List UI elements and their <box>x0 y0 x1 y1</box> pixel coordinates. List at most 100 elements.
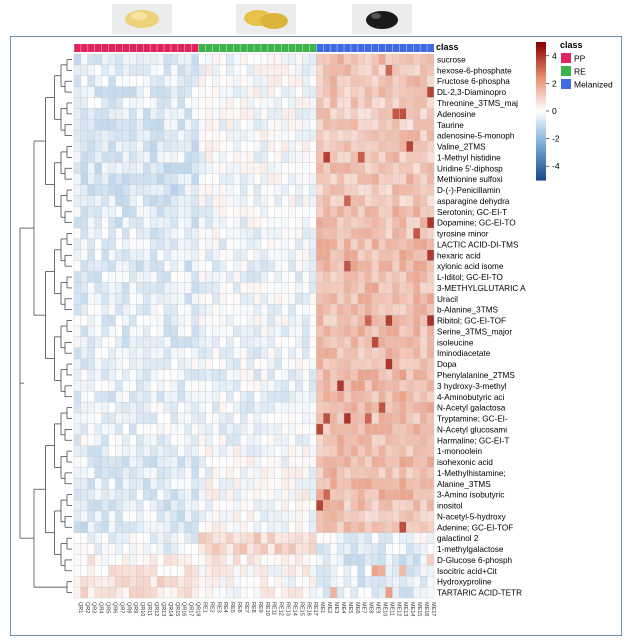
heatmap-cell <box>212 227 220 240</box>
heatmap-cell <box>122 293 130 305</box>
heatmap-cell <box>87 576 95 588</box>
heatmap-cell <box>87 412 95 425</box>
heatmap-cell <box>357 586 365 599</box>
heatmap-cell <box>413 369 421 381</box>
heatmap-cell <box>426 532 435 544</box>
heatmap-cell <box>253 282 262 294</box>
heatmap-cell <box>226 423 234 435</box>
heatmap-cell <box>149 554 158 566</box>
heatmap-cell <box>406 260 414 272</box>
heatmap-cell <box>288 260 296 272</box>
heatmap-cell <box>406 423 414 435</box>
heatmap-cell <box>295 336 303 348</box>
heatmap-cell <box>343 108 352 120</box>
heatmap-cell <box>233 510 241 523</box>
heatmap-cell <box>129 554 137 566</box>
heatmap-cell <box>260 86 269 98</box>
heatmap-cell <box>163 489 172 501</box>
heatmap-cell <box>177 151 185 163</box>
heatmap-cell <box>239 64 248 76</box>
heatmap-cell <box>378 445 386 457</box>
heatmap-cell <box>177 510 185 523</box>
heatmap-cell <box>406 521 414 533</box>
heatmap-cell <box>80 162 89 174</box>
heatmap-cell <box>156 173 165 185</box>
heatmap-cell <box>108 119 116 131</box>
heatmap-cell <box>253 467 262 479</box>
heatmap-cell <box>94 260 102 272</box>
heatmap-cell <box>149 434 158 446</box>
heatmap-cell <box>184 576 192 588</box>
heatmap-cell <box>246 227 255 240</box>
heatmap-cell <box>73 53 82 66</box>
column-label: RE16 <box>305 602 311 616</box>
heatmap-cell <box>94 140 102 153</box>
heatmap-cell <box>364 260 372 272</box>
heatmap-cell <box>101 97 109 109</box>
heatmap-cell <box>122 162 130 174</box>
heatmap-cell <box>156 227 165 240</box>
heatmap-cell <box>336 97 345 109</box>
heatmap-cell <box>406 586 414 599</box>
heatmap-cell <box>233 423 241 435</box>
column-label: ME8 <box>368 602 374 613</box>
heatmap-cell <box>122 478 130 490</box>
row-label: Methionine sulfoxi <box>437 175 503 184</box>
heatmap-cell <box>108 97 116 109</box>
heatmap-cell <box>316 510 324 523</box>
heatmap-cell <box>288 108 296 120</box>
heatmap-cell <box>336 119 345 131</box>
heatmap-cell <box>136 304 144 316</box>
heatmap-cell <box>385 64 393 76</box>
heatmap-cell <box>191 304 199 316</box>
heatmap-cell <box>399 532 407 544</box>
heatmap-cell <box>233 499 241 512</box>
heatmap-cell <box>80 456 89 468</box>
heatmap-cell <box>253 184 262 196</box>
heatmap-cell <box>323 576 331 588</box>
heatmap-cell <box>108 532 116 544</box>
heatmap-cell <box>80 532 89 544</box>
column-label: RE12 <box>278 602 284 616</box>
heatmap-cell <box>170 369 179 381</box>
heatmap-cell <box>357 140 365 153</box>
heatmap-cell <box>295 380 303 392</box>
heatmap-cell <box>343 401 352 414</box>
heatmap-cell <box>184 184 192 196</box>
heatmap-cell <box>129 184 137 196</box>
column-label: ME12 <box>395 602 401 616</box>
heatmap-cell <box>122 380 130 392</box>
heatmap-cell <box>205 119 213 131</box>
row-label: tyrosine minor <box>437 230 489 239</box>
heatmap-cell <box>260 358 269 370</box>
heatmap-cell <box>163 271 172 283</box>
row-label: Isocitric acid+Cit <box>437 567 498 576</box>
heatmap-cell <box>212 173 220 185</box>
heatmap-cell <box>115 510 123 523</box>
heatmap-cell <box>378 227 386 240</box>
heatmap-cell <box>406 489 414 501</box>
heatmap-cell <box>267 108 275 120</box>
heatmap-cell <box>302 173 310 185</box>
heatmap-cell <box>212 184 220 196</box>
heatmap-cell <box>378 423 386 435</box>
row-label: L-Iditol; GC-EI-TO <box>437 273 503 282</box>
heatmap-cell <box>156 586 165 599</box>
heatmap-cell <box>80 108 89 120</box>
heatmap-cell <box>149 576 158 588</box>
heatmap-cell <box>184 238 192 251</box>
heatmap-cell <box>267 249 275 261</box>
heatmap-cell <box>163 380 172 392</box>
heatmap-cell <box>350 108 359 120</box>
heatmap-cell <box>143 369 151 381</box>
heatmap-cell <box>392 391 400 403</box>
heatmap-cell <box>426 271 435 283</box>
heatmap-cell <box>385 543 393 555</box>
heatmap-cell <box>399 565 407 577</box>
heatmap-cell <box>267 478 275 490</box>
row-label: 1-methylgalactose <box>437 545 504 554</box>
heatmap-cell <box>267 380 275 392</box>
heatmap-cell <box>260 456 269 468</box>
heatmap-cell <box>426 293 435 305</box>
heatmap-cell <box>399 412 407 425</box>
